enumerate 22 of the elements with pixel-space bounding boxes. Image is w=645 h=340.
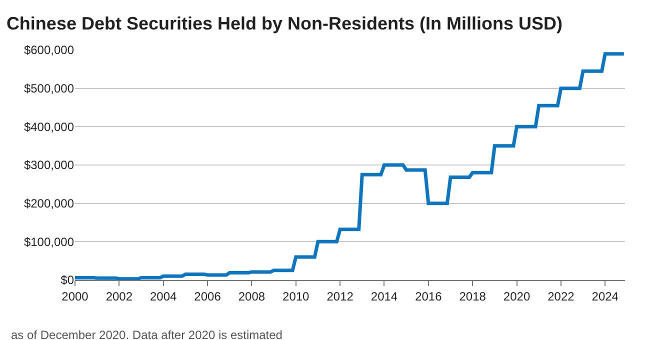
x-tick-label: 2024 [592,289,619,304]
x-tick-label: 2000 [62,289,89,304]
chart-title: Chinese Debt Securities Held by Non-Residents (In Millions USD) [6,14,563,34]
x-tick-label: 2018 [459,289,486,304]
text: as of December 2020. Data after 2020 is estimated [11,328,282,340]
x-tick-label: 2008 [238,289,266,304]
y-tick-label: $200,000 [24,196,74,211]
y-tick-label: $300,000 [24,158,74,172]
y-tick-label: $600,000 [24,43,74,58]
y-tick-label: $400,000 [24,120,74,134]
y-tick-label: $500,000 [24,82,74,96]
x-tick-label: 2006 [194,289,222,304]
x-tick-label: 2022 [548,289,575,304]
x-tick-label: 2014 [370,289,398,304]
x-tick-label: 2016 [415,289,442,304]
x-tick-label: 2020 [503,289,530,304]
x-tick-label: 2004 [150,289,178,304]
y-tick-label: $0 [60,273,74,288]
y-tick-label: $100,000 [24,234,74,249]
x-tick-label: 2010 [282,289,310,304]
x-tick-label: 2012 [326,289,354,304]
x-tick-label: 2002 [106,289,133,304]
